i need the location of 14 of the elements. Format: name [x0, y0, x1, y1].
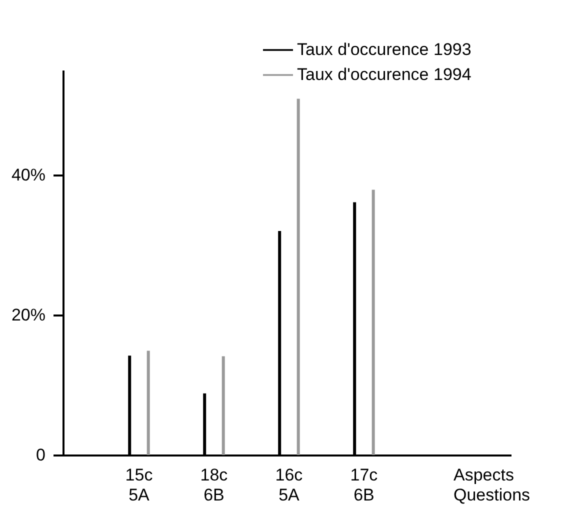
bar: [372, 190, 375, 455]
legend-label: Taux d'occurence 1994: [297, 65, 472, 84]
bar: [222, 356, 225, 455]
x-tick-label: 17c 6B: [350, 466, 378, 504]
x-tick-label: 18c 6B: [200, 466, 228, 504]
bar: [296, 98, 300, 455]
y-tick-label: 40%: [11, 166, 46, 184]
legend-label: Taux d'occurence 1993: [297, 40, 472, 59]
x-axis-title: Aspects Questions: [454, 466, 530, 504]
y-tick-label: 0: [36, 446, 46, 464]
bar: [146, 350, 150, 455]
y-tick-label: 20%: [11, 306, 46, 324]
x-tick-label: 16c 5A: [275, 466, 304, 504]
x-tick-label: 15c 5A: [125, 466, 154, 504]
